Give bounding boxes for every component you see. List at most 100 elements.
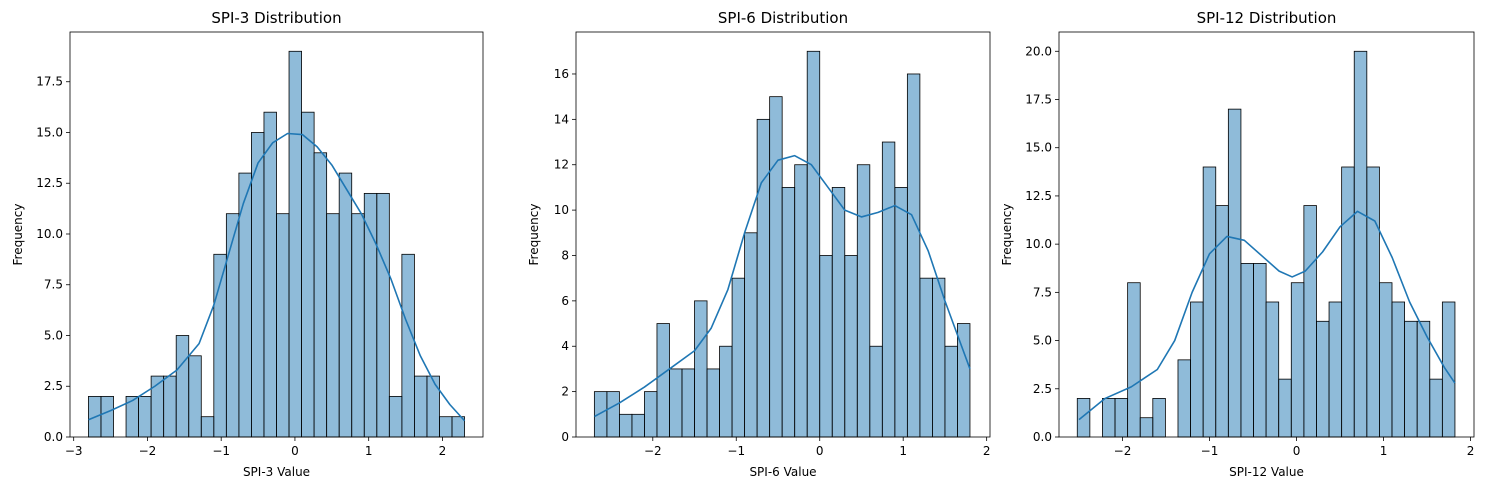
- histogram-bar: [681, 368, 695, 438]
- histogram-bar: [881, 141, 896, 438]
- histogram-bar: [1429, 378, 1443, 438]
- y-tick-label: 0.0: [44, 430, 63, 444]
- x-tick-label: −2: [139, 444, 157, 458]
- histogram-bar: [263, 111, 277, 438]
- x-tick-label: −3: [65, 444, 83, 458]
- histogram-bar: [1366, 166, 1380, 438]
- x-tick-label: 1: [899, 444, 907, 458]
- histogram-bar: [1316, 320, 1330, 438]
- histogram-bar: [894, 187, 908, 438]
- histogram-bar: [1391, 301, 1405, 438]
- x-tick-label: −1: [727, 444, 745, 458]
- histogram-bar: [706, 368, 720, 438]
- histogram-bar: [1139, 417, 1154, 438]
- histogram-bar: [363, 192, 378, 438]
- y-tick-label: 2: [561, 385, 569, 399]
- histogram-bar: [1076, 398, 1091, 438]
- y-tick-label: 10.0: [1025, 237, 1052, 251]
- histogram-bar: [388, 395, 403, 438]
- histogram-bar: [1102, 398, 1116, 438]
- kde-line: [1078, 210, 1456, 421]
- histogram-bar: [719, 345, 733, 438]
- kde-line: [88, 132, 466, 422]
- histogram-bar: [694, 300, 708, 438]
- x-tick-label: 1: [365, 444, 373, 458]
- x-tick-label: 0: [291, 444, 299, 458]
- y-tick-label: 7.5: [44, 278, 63, 292]
- histogram-bar: [138, 395, 152, 438]
- y-tick-label: 8: [561, 248, 569, 262]
- x-tick-label: 1: [1380, 444, 1388, 458]
- axes-frame: [575, 31, 991, 438]
- chart-title: SPI-12 Distribution: [1197, 9, 1337, 27]
- histogram-bar: [806, 50, 821, 438]
- histogram-bar: [944, 345, 958, 438]
- x-axis-label: SPI-6 Value: [749, 465, 816, 479]
- histogram-bar: [1379, 282, 1393, 438]
- histogram-bar: [1341, 166, 1355, 438]
- histogram-bar: [1240, 263, 1254, 438]
- histogram-bar: [414, 375, 428, 438]
- y-tick-label: 16: [554, 67, 569, 81]
- y-tick-label: 7.5: [1033, 285, 1052, 299]
- histogram-bar: [619, 413, 633, 438]
- histogram-bar: [188, 355, 202, 438]
- y-tick-label: 12: [554, 158, 569, 172]
- y-tick-label: 6: [561, 294, 569, 308]
- histogram-bar: [1227, 108, 1242, 438]
- y-tick-label: 2.5: [1033, 382, 1052, 396]
- y-tick-label: 15.0: [1025, 141, 1052, 155]
- y-tick-label: 10.0: [36, 227, 63, 241]
- histogram-bar: [1441, 301, 1456, 438]
- y-tick-label: 12.5: [1025, 189, 1052, 203]
- y-tick-label: 14: [554, 112, 569, 126]
- x-tick-label: 0: [816, 444, 824, 458]
- histogram-bar: [593, 391, 608, 438]
- histogram-bar: [1404, 320, 1418, 438]
- histogram-bar: [656, 323, 670, 438]
- histogram-bar: [756, 118, 771, 438]
- histogram-bar: [606, 391, 620, 438]
- histogram-bar: [351, 213, 365, 438]
- axes-frame: [69, 31, 484, 438]
- chart-title: SPI-6 Distribution: [718, 9, 848, 27]
- histogram-bar: [1152, 398, 1166, 438]
- histogram-bar: [631, 413, 645, 438]
- y-tick-label: 12.5: [36, 176, 63, 190]
- histogram-bar: [869, 345, 883, 438]
- histogram-bar: [301, 111, 315, 438]
- y-axis-label: Frequency: [11, 204, 25, 266]
- histogram-bar: [1303, 205, 1317, 438]
- histogram-bar: [819, 255, 833, 438]
- histogram-bar: [100, 395, 114, 438]
- y-tick-label: 20.0: [1025, 44, 1052, 58]
- histogram-bar: [288, 50, 302, 438]
- histogram-bar: [1114, 398, 1129, 438]
- histogram-bar: [831, 187, 846, 438]
- y-tick-label: 10: [554, 203, 569, 217]
- axes-frame: [1058, 31, 1475, 438]
- panel-1: −3 −2 −1 0 1 2 0.0 2.5 5.0 7.5 10.0 12.5 15.0 17.5 SPI…: [11, 9, 484, 479]
- x-tick-label: −1: [212, 444, 230, 458]
- x-tick-label: 2: [1467, 444, 1475, 458]
- histogram-bar: [1177, 359, 1191, 438]
- histogram-bar: [1127, 282, 1141, 438]
- x-tick-label: 2: [983, 444, 991, 458]
- histogram-bar: [276, 213, 290, 438]
- x-tick-label: −2: [644, 444, 662, 458]
- histogram-bar: [644, 391, 658, 438]
- y-tick-label: 15.0: [36, 125, 63, 139]
- histogram-bar: [1290, 282, 1305, 438]
- x-tick-label: −2: [1114, 444, 1132, 458]
- histogram-bar: [1202, 166, 1217, 438]
- histogram-bar: [401, 253, 415, 438]
- histogram-bar: [376, 192, 390, 438]
- histogram-bar: [175, 335, 190, 438]
- histogram-bar: [1328, 301, 1343, 438]
- histogram-bar: [439, 416, 453, 438]
- panel-3: −2 −1 0 1 20.02.55.07.510.012.515.017.520.0S…: [1000, 9, 1475, 479]
- y-axis-label: Frequency: [527, 204, 541, 266]
- histogram-bar: [326, 213, 340, 438]
- histogram-bar: [1253, 263, 1267, 438]
